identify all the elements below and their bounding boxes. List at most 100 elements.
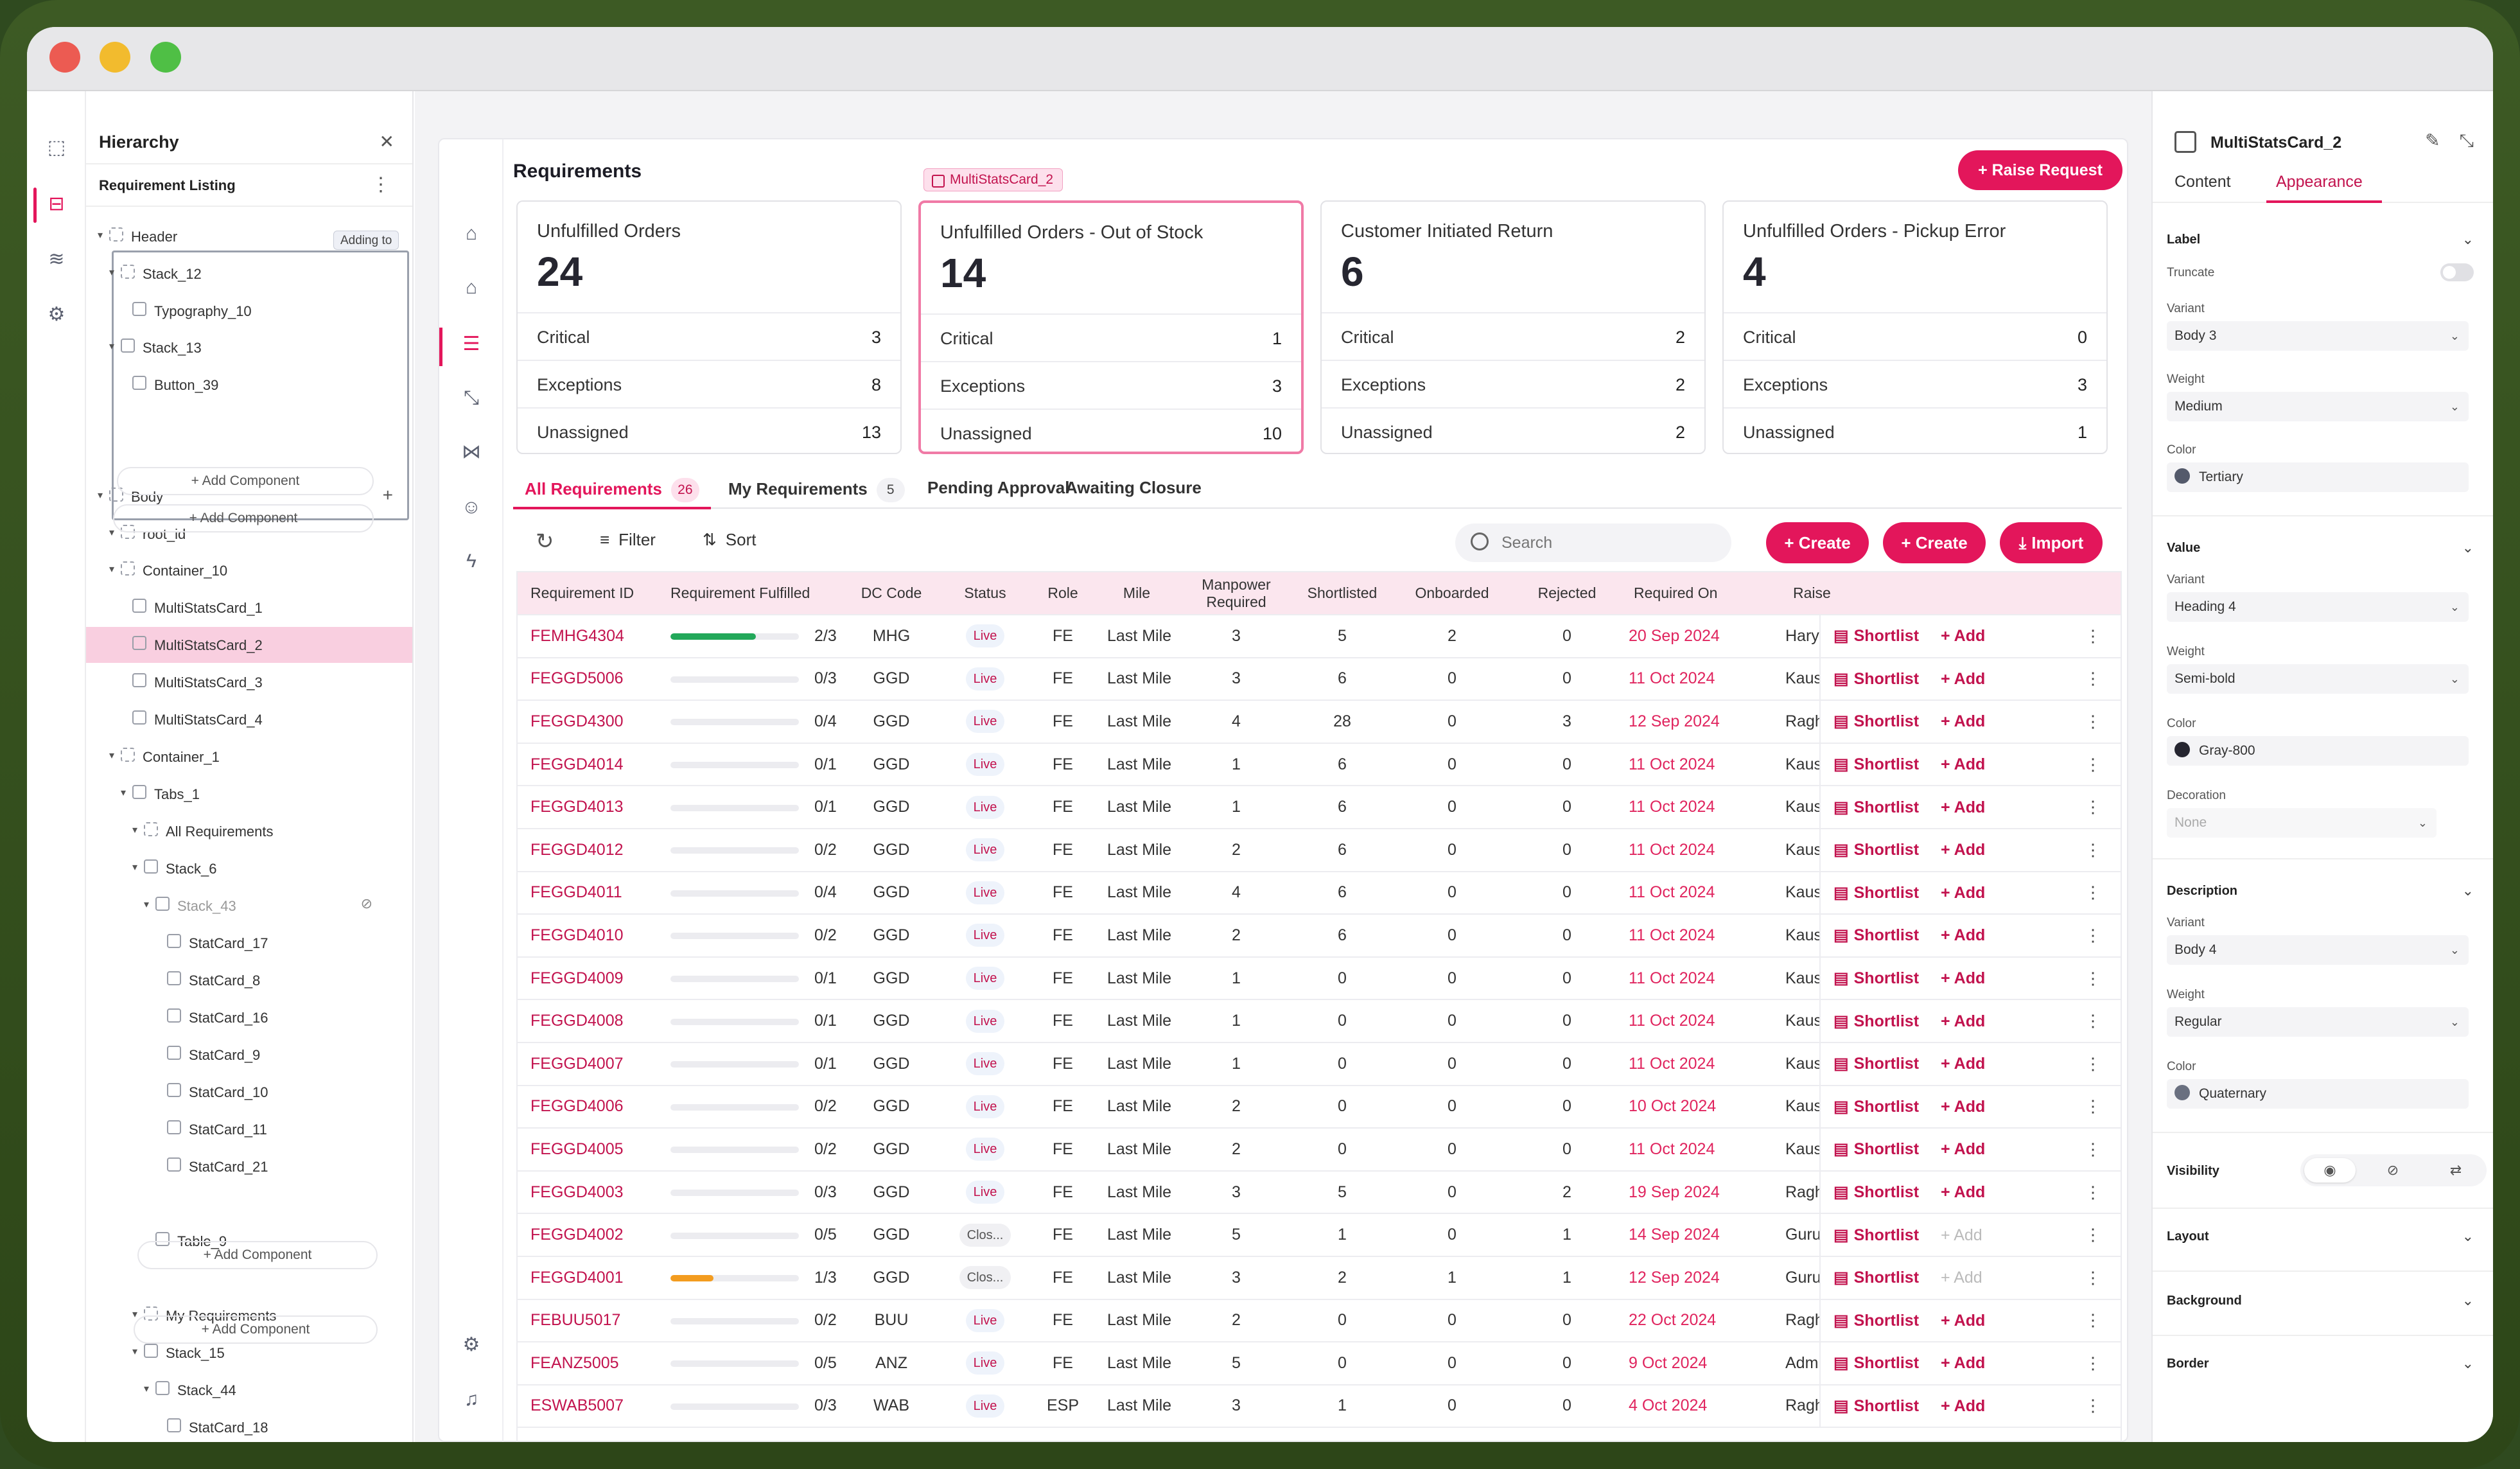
- value-weight-select[interactable]: Semi-bold ⌄: [2167, 664, 2469, 694]
- route-icon[interactable]: ⤡: [464, 387, 479, 409]
- table-row[interactable]: FEGGD4013 0/1 GGD Live FE Last Mile 1 6 0 0 11 Oct…: [518, 786, 2121, 829]
- column-header[interactable]: [2063, 572, 2121, 615]
- shortlist-button[interactable]: ▤ Shortlist: [1833, 1183, 1919, 1201]
- close-icon[interactable]: ✕: [379, 132, 394, 152]
- tree-item[interactable]: StatCard_16: [86, 999, 412, 1035]
- chevron-down-icon[interactable]: ▾: [98, 230, 103, 241]
- frame-icon[interactable]: ⬚: [47, 137, 66, 158]
- label-weight-select[interactable]: Medium ⌄: [2167, 392, 2469, 421]
- requirement-id-link[interactable]: FEGGD4006: [518, 1085, 658, 1129]
- eye-off-icon[interactable]: ⊘: [2386, 1162, 2399, 1178]
- table-row[interactable]: FEGGD4006 0/2 GGD Live FE Last Mile 2 0 0 0 10 Oct…: [518, 1085, 2121, 1129]
- more-vertical-icon[interactable]: ⋮: [2085, 1182, 2101, 1202]
- label-section-header[interactable]: Label: [2167, 233, 2201, 247]
- chevron-down-icon[interactable]: ⌄: [2462, 1355, 2474, 1371]
- more-vertical-icon[interactable]: ⋮: [2085, 797, 2101, 817]
- table-row[interactable]: FEGGD4005 0/2 GGD Live FE Last Mile 2 0 0 0 11 Oct…: [518, 1128, 2121, 1172]
- tree-item[interactable]: ▾ Container_10: [86, 552, 412, 588]
- column-header[interactable]: Manpower Required: [1179, 572, 1293, 615]
- table-row[interactable]: FEGGD4014 0/1 GGD Live FE Last Mile 1 6 0 0 11 Oct…: [518, 743, 2121, 787]
- multi-stats-card[interactable]: Unfulfilled Orders 24 Critical 3 Exceptions 8…: [516, 200, 902, 454]
- raise-request-button[interactable]: + Raise Request: [1958, 150, 2122, 190]
- tree-item[interactable]: StatCard_18: [86, 1409, 412, 1442]
- maximize-window-button[interactable]: [150, 42, 181, 73]
- close-window-button[interactable]: [49, 42, 80, 73]
- requirement-id-link[interactable]: FEGGD4001: [518, 1256, 658, 1300]
- home-icon[interactable]: ⌂: [465, 223, 478, 244]
- lightning-icon[interactable]: ϟ: [466, 550, 477, 572]
- more-vertical-icon[interactable]: ⋮: [2085, 1225, 2101, 1245]
- settings-icon[interactable]: ⚙: [48, 304, 66, 325]
- requirement-id-link[interactable]: FEGGD4008: [518, 999, 658, 1043]
- value-variant-select[interactable]: Heading 4 ⌄: [2167, 592, 2469, 622]
- requirement-id-link[interactable]: FEGGD4002: [518, 1213, 658, 1257]
- chevron-down-icon[interactable]: ▾: [132, 862, 138, 873]
- minimize-window-button[interactable]: [100, 42, 130, 73]
- requirement-id-link[interactable]: FEGGD4009: [518, 956, 658, 1001]
- shortlist-button[interactable]: ▤ Shortlist: [1833, 1269, 1919, 1287]
- add-candidate-button[interactable]: + Add: [1941, 926, 1986, 945]
- add-candidate-button[interactable]: + Add: [1941, 1055, 1986, 1073]
- multi-stats-card[interactable]: Customer Initiated Return 6 Critical 2 Excep…: [1320, 200, 1706, 454]
- tree-item[interactable]: ▾ Stack_44: [86, 1372, 412, 1408]
- requirement-id-link[interactable]: FEGGD4007: [518, 1042, 658, 1086]
- add-candidate-button[interactable]: + Add: [1941, 627, 1986, 646]
- add-component-button[interactable]: + Add Component: [113, 504, 374, 532]
- chevron-down-icon[interactable]: ▾: [109, 564, 115, 575]
- tree-item[interactable]: ▾ Stack_12: [86, 256, 412, 292]
- more-vertical-icon[interactable]: ⋮: [2085, 754, 2101, 774]
- shortlist-button[interactable]: ▤ Shortlist: [1833, 627, 1919, 645]
- table-row[interactable]: FEGGD4003 0/3 GGD Live FE Last Mile 3 5 0 2 19 Sep…: [518, 1170, 2121, 1215]
- column-header[interactable]: Required On: [1621, 572, 1780, 615]
- create-button[interactable]: + Create: [1766, 522, 1869, 563]
- table-row[interactable]: FEGGD4001 1/3 GGD Clos... FE Last Mile 3 2 1 1 12 …: [518, 1256, 2121, 1300]
- table-row[interactable]: FEGGD4012 0/2 GGD Live FE Last Mile 2 6 0 0 11 Oct…: [518, 828, 2121, 872]
- chevron-down-icon[interactable]: ▾: [98, 490, 103, 501]
- column-header[interactable]: Role: [1031, 572, 1094, 615]
- add-candidate-button[interactable]: + Add: [1941, 1183, 1986, 1202]
- tab-pending-approval[interactable]: Pending Approval: [927, 478, 1070, 498]
- add-component-button[interactable]: + Add Component: [117, 467, 374, 495]
- tab-my-requirements[interactable]: My Requirements 5: [728, 478, 905, 502]
- add-candidate-button[interactable]: + Add: [1941, 1012, 1986, 1030]
- more-vertical-icon[interactable]: ⋮: [2085, 840, 2101, 859]
- add-candidate-button[interactable]: + Add: [1941, 969, 1986, 988]
- tree-item[interactable]: ▾ Stack_43 ⊘: [86, 888, 412, 924]
- shortlist-button[interactable]: ▤ Shortlist: [1833, 1098, 1919, 1116]
- requirement-id-link[interactable]: ESWAB5007: [518, 1384, 658, 1429]
- column-header[interactable]: Status: [939, 572, 1031, 615]
- table-row[interactable]: FEGGD4300 0/4 GGD Live FE Last Mile 4 28 0 3 12 Se…: [518, 700, 2121, 744]
- tab-all-requirements[interactable]: All Requirements 26: [525, 478, 699, 502]
- requirement-id-link[interactable]: FEGGD4012: [518, 828, 658, 872]
- more-vertical-icon[interactable]: ⋮: [2085, 1396, 2101, 1416]
- desc-weight-select[interactable]: Regular ⌄: [2167, 1007, 2469, 1037]
- requirement-id-link[interactable]: FEANZ5005: [518, 1342, 658, 1385]
- requirement-id-link[interactable]: FEGGD4014: [518, 743, 658, 787]
- tree-item[interactable]: ▾ Header: [86, 218, 412, 254]
- add-candidate-button[interactable]: + Add: [1941, 841, 1986, 859]
- table-row[interactable]: FEGGD5006 0/3 GGD Live FE Last Mile 3 6 0 0 11 Oct…: [518, 657, 2121, 701]
- more-vertical-icon[interactable]: ⋮: [371, 174, 390, 195]
- tree-item[interactable]: ▾ Tabs_1: [86, 776, 412, 812]
- chevron-down-icon[interactable]: ⌄: [2462, 1292, 2474, 1308]
- column-header[interactable]: Requirement ID: [518, 572, 658, 615]
- add-candidate-button[interactable]: + Add: [1941, 1269, 1982, 1287]
- shortlist-button[interactable]: ▤ Shortlist: [1833, 1055, 1919, 1073]
- chevron-down-icon[interactable]: ▾: [121, 787, 127, 798]
- shortlist-button[interactable]: ▤ Shortlist: [1833, 1140, 1919, 1158]
- value-decoration-select[interactable]: None ⌄: [2167, 808, 2437, 838]
- add-candidate-button[interactable]: + Add: [1941, 1354, 1986, 1373]
- tree-item[interactable]: MultiStatsCard_4: [86, 701, 412, 737]
- requirement-id-link[interactable]: FEBUU5017: [518, 1299, 658, 1343]
- collapse-icon[interactable]: ⤡: [2459, 130, 2474, 150]
- table-row[interactable]: FEGGD4009 0/1 GGD Live FE Last Mile 1 0 0 0 11 Oct…: [518, 956, 2121, 1001]
- share-icon[interactable]: ⋈: [462, 441, 481, 462]
- value-color-select[interactable]: Gray-800: [2167, 736, 2469, 766]
- more-vertical-icon[interactable]: ⋮: [2085, 711, 2101, 731]
- requirement-id-link[interactable]: FEGGD4005: [518, 1128, 658, 1172]
- tree-item[interactable]: MultiStatsCard_3: [86, 664, 412, 700]
- multi-stats-card[interactable]: Unfulfilled Orders - Pickup Error 4 Critic…: [1722, 200, 2108, 454]
- chevron-down-icon[interactable]: ▾: [144, 899, 150, 910]
- column-header[interactable]: [1820, 572, 2063, 615]
- tree-item[interactable]: StatCard_21: [86, 1148, 412, 1184]
